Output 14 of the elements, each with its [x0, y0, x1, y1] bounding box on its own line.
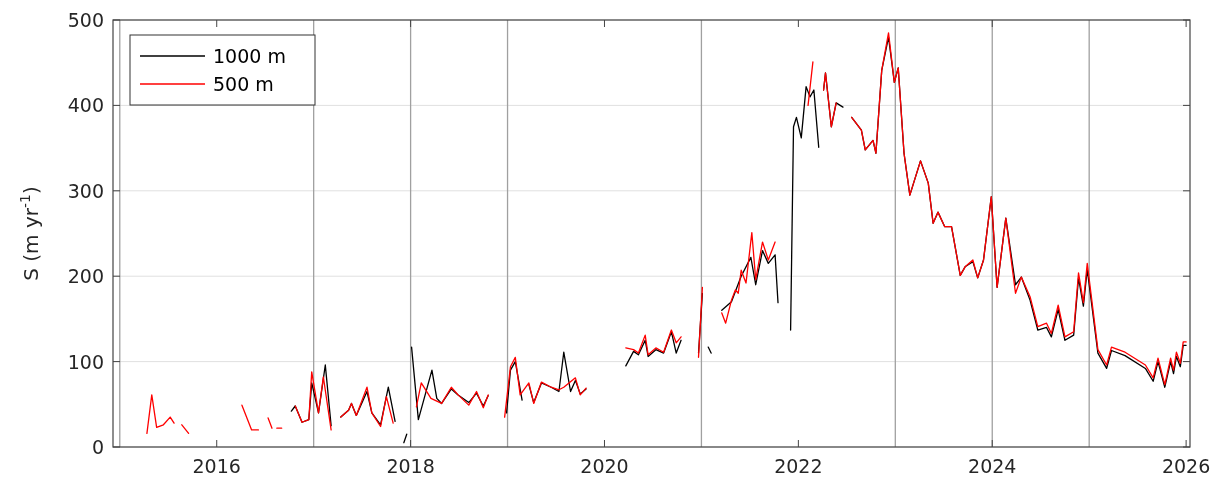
y-tick-label: 300 [67, 179, 104, 202]
y-tick-label: 0 [91, 436, 104, 458]
legend-label: 500 m [213, 73, 274, 95]
x-tick-label: 2022 [774, 455, 823, 477]
y-tick-label: 400 [67, 94, 104, 117]
y-tick-label: 100 [67, 350, 104, 373]
x-tick-label: 2024 [968, 455, 1017, 477]
x-tick-label: 2020 [580, 455, 629, 477]
x-tick-label: 2016 [192, 455, 241, 477]
legend-label: 1000 m [213, 45, 286, 67]
y-tick-label: 200 [67, 265, 104, 288]
y-tick-label: 500 [67, 9, 104, 31]
x-tick-label: 2026 [1161, 455, 1211, 477]
x-tick-label: 2018 [386, 455, 435, 477]
